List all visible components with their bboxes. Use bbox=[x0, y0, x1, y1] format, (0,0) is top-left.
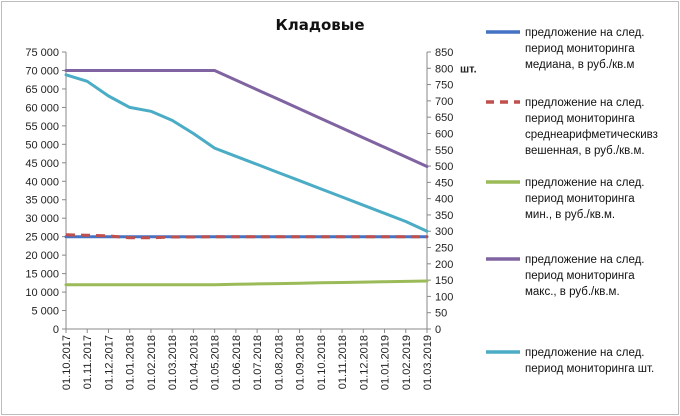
x-tick-label: 01.08.2018 bbox=[273, 335, 285, 390]
x-tick-label: 01.02.2018 bbox=[146, 335, 158, 390]
y2-tick-label: 50 bbox=[435, 308, 447, 320]
y2-tick-label: 750 bbox=[435, 80, 453, 92]
y2-tick-label: 0 bbox=[435, 324, 441, 336]
y2-tick-label: 800 bbox=[435, 63, 453, 75]
y-tick-label: 0 bbox=[53, 324, 59, 336]
x-tick-label: 01.12.2017 bbox=[103, 335, 115, 390]
legend-label-3: период мониторинга bbox=[525, 270, 635, 282]
x-tick-label: 01.10.2017 bbox=[61, 335, 73, 390]
y-tick-label: 5 000 bbox=[31, 306, 59, 318]
y-tick-label: 20 000 bbox=[25, 250, 59, 262]
y2-tick-label: 350 bbox=[435, 210, 453, 222]
y-tick-label: 35 000 bbox=[25, 195, 59, 207]
y2-tick-label: 600 bbox=[435, 128, 453, 140]
y-tick-label: 45 000 bbox=[25, 158, 59, 170]
y2-tick-label: 650 bbox=[435, 112, 453, 124]
legend-label-0: период мониторинга bbox=[525, 43, 635, 55]
legend-label-3: предложение на след. bbox=[525, 254, 645, 266]
x-tick-label: 01.02.2019 bbox=[401, 335, 413, 390]
legend-label-3: макс., в руб./кв.м. bbox=[525, 286, 620, 298]
x-tick-label: 01.05.2018 bbox=[210, 335, 222, 390]
x-tick-label: 01.11.2018 bbox=[337, 335, 349, 389]
y2-tick-label: 700 bbox=[435, 96, 453, 108]
legend-label-0: предложение на след. bbox=[525, 27, 645, 39]
series-line-2 bbox=[64, 279, 429, 287]
y2-tick-label: 150 bbox=[435, 275, 453, 287]
y2-tick-label: 500 bbox=[435, 161, 453, 173]
axes: 0 5 000 10 000 15 000 20 000 25 000 30 000 35 0… bbox=[25, 47, 476, 390]
y2-tick-label: 450 bbox=[435, 177, 453, 189]
x-tick-label: 01.01.2019 bbox=[380, 335, 392, 390]
series-layer bbox=[64, 69, 429, 287]
legend-label-1: предложение на след. bbox=[525, 97, 645, 109]
legend: предложение на след. период мониторинга ме… bbox=[486, 27, 658, 375]
y-tick-label: 55 000 bbox=[25, 121, 59, 133]
x-tick-label: 01.12.2018 bbox=[358, 335, 370, 390]
x-tick-label: 01.11.2017 bbox=[82, 335, 94, 389]
x-tick-label: 01.10.2018 bbox=[316, 335, 328, 390]
y-tick-label: 70 000 bbox=[25, 65, 59, 77]
y-tick-label: 60 000 bbox=[25, 102, 59, 114]
y-tick-label: 30 000 bbox=[25, 213, 59, 225]
x-tick-label: 01.04.2018 bbox=[188, 335, 200, 390]
y2-tick-label: 200 bbox=[435, 259, 453, 271]
x-tick-label: 01.07.2018 bbox=[252, 335, 264, 390]
y2-tick-label: 850 bbox=[435, 47, 453, 59]
x-tick-label: 01.09.2018 bbox=[295, 335, 307, 390]
legend-label-0: медиана, в руб./кв.м bbox=[525, 59, 634, 71]
x-tick-label: 01.06.2018 bbox=[231, 335, 243, 390]
x-tick-label: 01.03.2018 bbox=[167, 335, 179, 390]
y2-tick-label: 100 bbox=[435, 291, 453, 303]
series-line-1 bbox=[65, 233, 427, 240]
legend-label-2: предложение на след. bbox=[525, 177, 645, 189]
y-tick-label: 25 000 bbox=[25, 232, 59, 244]
y2-tick-label: 550 bbox=[435, 145, 453, 157]
legend-label-1: период мониторинга bbox=[525, 113, 635, 125]
legend-label-2: период мониторинга bbox=[525, 193, 635, 205]
y2-tick-label: 300 bbox=[435, 226, 453, 238]
legend-label-4: период мониторинга шт. bbox=[525, 363, 654, 375]
y-tick-label: 15 000 bbox=[25, 269, 59, 281]
y2-tick-label: 250 bbox=[435, 243, 453, 255]
y-tick-label: 75 000 bbox=[25, 47, 59, 59]
y-tick-label: 10 000 bbox=[25, 287, 59, 299]
x-tick-label: 01.01.2018 bbox=[125, 335, 137, 390]
series-line-3 bbox=[64, 69, 429, 168]
legend-label-2: мин., в руб./кв.м. bbox=[525, 209, 615, 221]
chart-title: Кладовые bbox=[275, 16, 364, 34]
x-tick-label: 01.03.2019 bbox=[422, 335, 434, 390]
legend-label-1: среднеарифметическивз bbox=[525, 129, 658, 141]
y2-unit-label: шт. bbox=[460, 63, 477, 75]
series-line-4 bbox=[64, 73, 429, 233]
legend-label-4: предложение на след. bbox=[525, 347, 645, 359]
y-tick-label: 50 000 bbox=[25, 139, 59, 151]
legend-label-1: вешенная, в руб./кв.м. bbox=[525, 145, 645, 157]
y2-tick-label: 400 bbox=[435, 194, 453, 206]
y-tick-label: 40 000 bbox=[25, 176, 59, 188]
y-tick-label: 65 000 bbox=[25, 84, 59, 96]
